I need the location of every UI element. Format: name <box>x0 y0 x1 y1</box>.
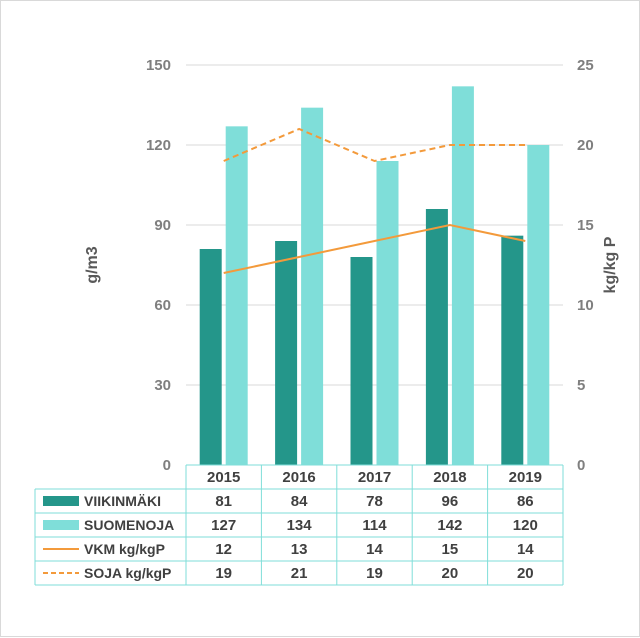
series-name: SUOMENOJA <box>84 517 174 533</box>
table-cell: 20 <box>517 565 534 582</box>
y-tick-label: 0 <box>163 457 171 474</box>
table-cell: 15 <box>442 541 459 558</box>
y-tick-label: 60 <box>154 297 171 314</box>
table-cell: 114 <box>362 517 387 534</box>
y-tick-label: 120 <box>146 137 171 154</box>
series-name: VIIKINMÄKI <box>84 493 161 509</box>
table-cell: 86 <box>517 493 534 510</box>
table-cell: 127 <box>211 517 236 534</box>
y2-tick-label: 10 <box>577 297 594 314</box>
series-name: VKM kg/kgP <box>84 541 165 557</box>
bar <box>425 209 448 465</box>
table-cell: 12 <box>215 541 232 558</box>
bar <box>527 145 550 465</box>
table-cell: 14 <box>517 541 534 558</box>
category-label: 2019 <box>509 469 542 486</box>
series-line <box>223 223 526 274</box>
table-cell: 142 <box>437 517 462 534</box>
bar <box>225 126 248 465</box>
table-cell: 21 <box>291 565 308 582</box>
table-cell: 14 <box>366 541 383 558</box>
bar <box>451 86 474 465</box>
series-line <box>223 127 526 163</box>
y2-tick-label: 5 <box>577 377 585 394</box>
table-cell: 13 <box>291 541 308 558</box>
bar <box>501 235 524 465</box>
series-name: SOJA kg/kgP <box>84 565 171 581</box>
y-tick-label: 150 <box>146 57 171 74</box>
legend-key <box>43 496 79 506</box>
bar <box>350 257 373 465</box>
right-axis-title: kg/kg P <box>602 236 619 293</box>
table-cell: 134 <box>287 517 313 534</box>
y-tick-label: 90 <box>154 217 171 234</box>
category-label: 2016 <box>282 469 315 486</box>
y-tick-label: 30 <box>154 377 171 394</box>
table-cell: 96 <box>442 493 459 510</box>
bar <box>275 241 298 465</box>
table-cell: 81 <box>215 493 232 510</box>
table-cell: 20 <box>442 565 459 582</box>
bar <box>376 161 399 465</box>
table-cell: 19 <box>215 565 232 582</box>
bars <box>199 86 550 466</box>
y2-tick-label: 25 <box>577 57 594 74</box>
y2-tick-label: 20 <box>577 137 594 154</box>
table-cell: 120 <box>513 517 538 534</box>
left-axis-title: g/m3 <box>84 246 101 283</box>
bar <box>301 107 324 466</box>
lines <box>223 127 526 274</box>
left-axis-ticks: 0 30 60 90 120 150 <box>146 57 171 474</box>
right-axis-ticks: 0 5 10 15 20 25 <box>577 57 594 474</box>
category-label: 2015 <box>207 469 240 486</box>
category-label: 2017 <box>358 469 391 486</box>
table-cell: 19 <box>366 565 383 582</box>
legend-key <box>43 520 79 530</box>
table-cell: 78 <box>366 493 383 510</box>
category-label: 2018 <box>433 469 466 486</box>
y2-tick-label: 0 <box>577 457 585 474</box>
table-cell: 84 <box>291 493 308 510</box>
y2-tick-label: 15 <box>577 217 594 234</box>
bar <box>199 249 222 465</box>
